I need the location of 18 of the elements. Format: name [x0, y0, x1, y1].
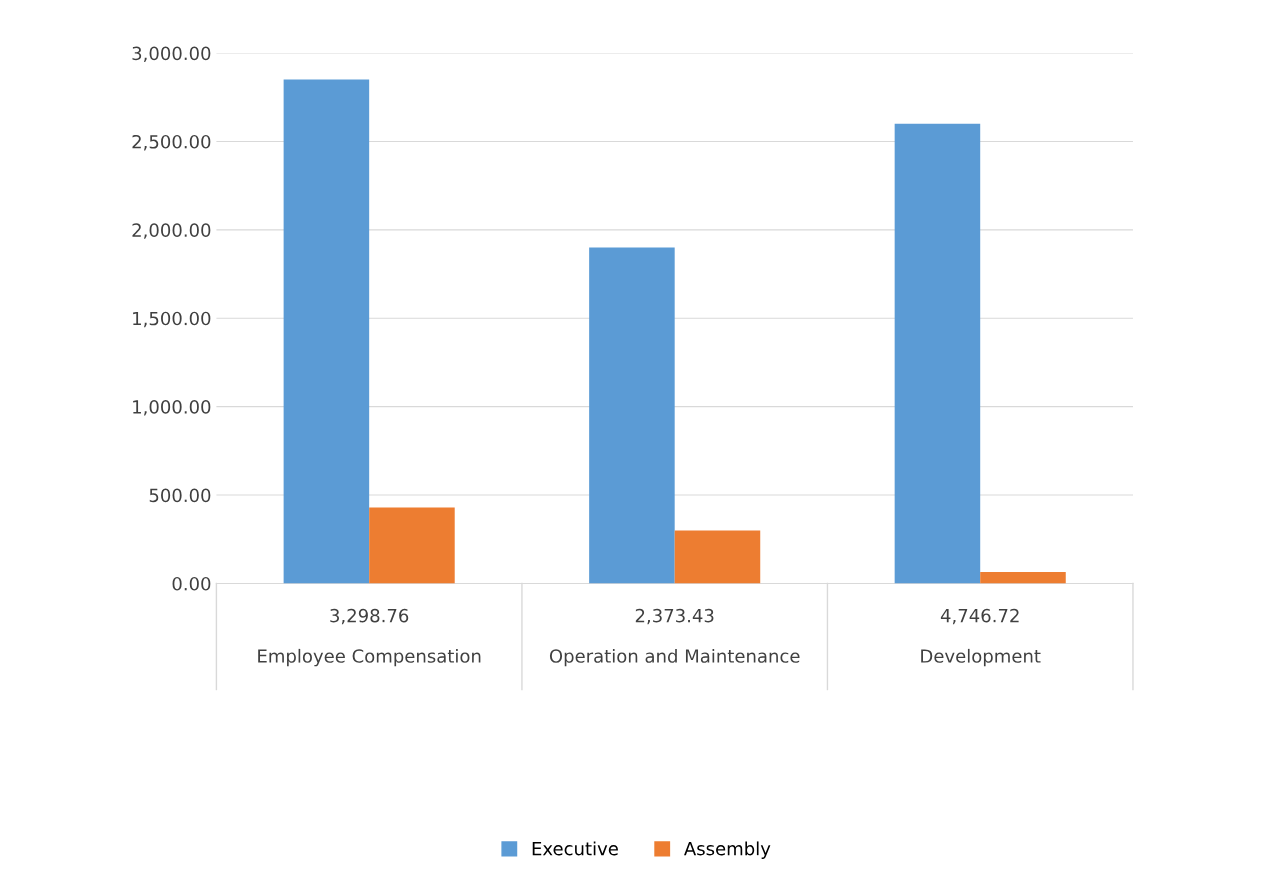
bar [980, 571, 1066, 584]
legend-label: Assembly [684, 841, 771, 859]
y-tick-label: 0.00 [172, 576, 211, 591]
y-tick-label: 1,000.00 [133, 400, 211, 416]
bar [894, 123, 981, 584]
bar [369, 507, 455, 584]
category-label: 3,298.76 Employee Compensation [258, 608, 481, 667]
bar [589, 247, 675, 584]
bar [674, 530, 761, 584]
y-tick-label: 1,500.00 [133, 311, 211, 328]
category-label: 2,373.43 Operation and Maintenance [549, 608, 800, 667]
bar [283, 79, 370, 584]
legend-label: Executive [532, 841, 618, 856]
category-label: 4,746.72 Development [921, 608, 1041, 667]
y-tick-label: 2,000.00 [132, 223, 211, 239]
y-tick-label: 2,500.00 [132, 134, 211, 151]
y-tick-label: 3,000.00 [132, 46, 211, 62]
y-tick-label: 500.00 [149, 488, 211, 503]
